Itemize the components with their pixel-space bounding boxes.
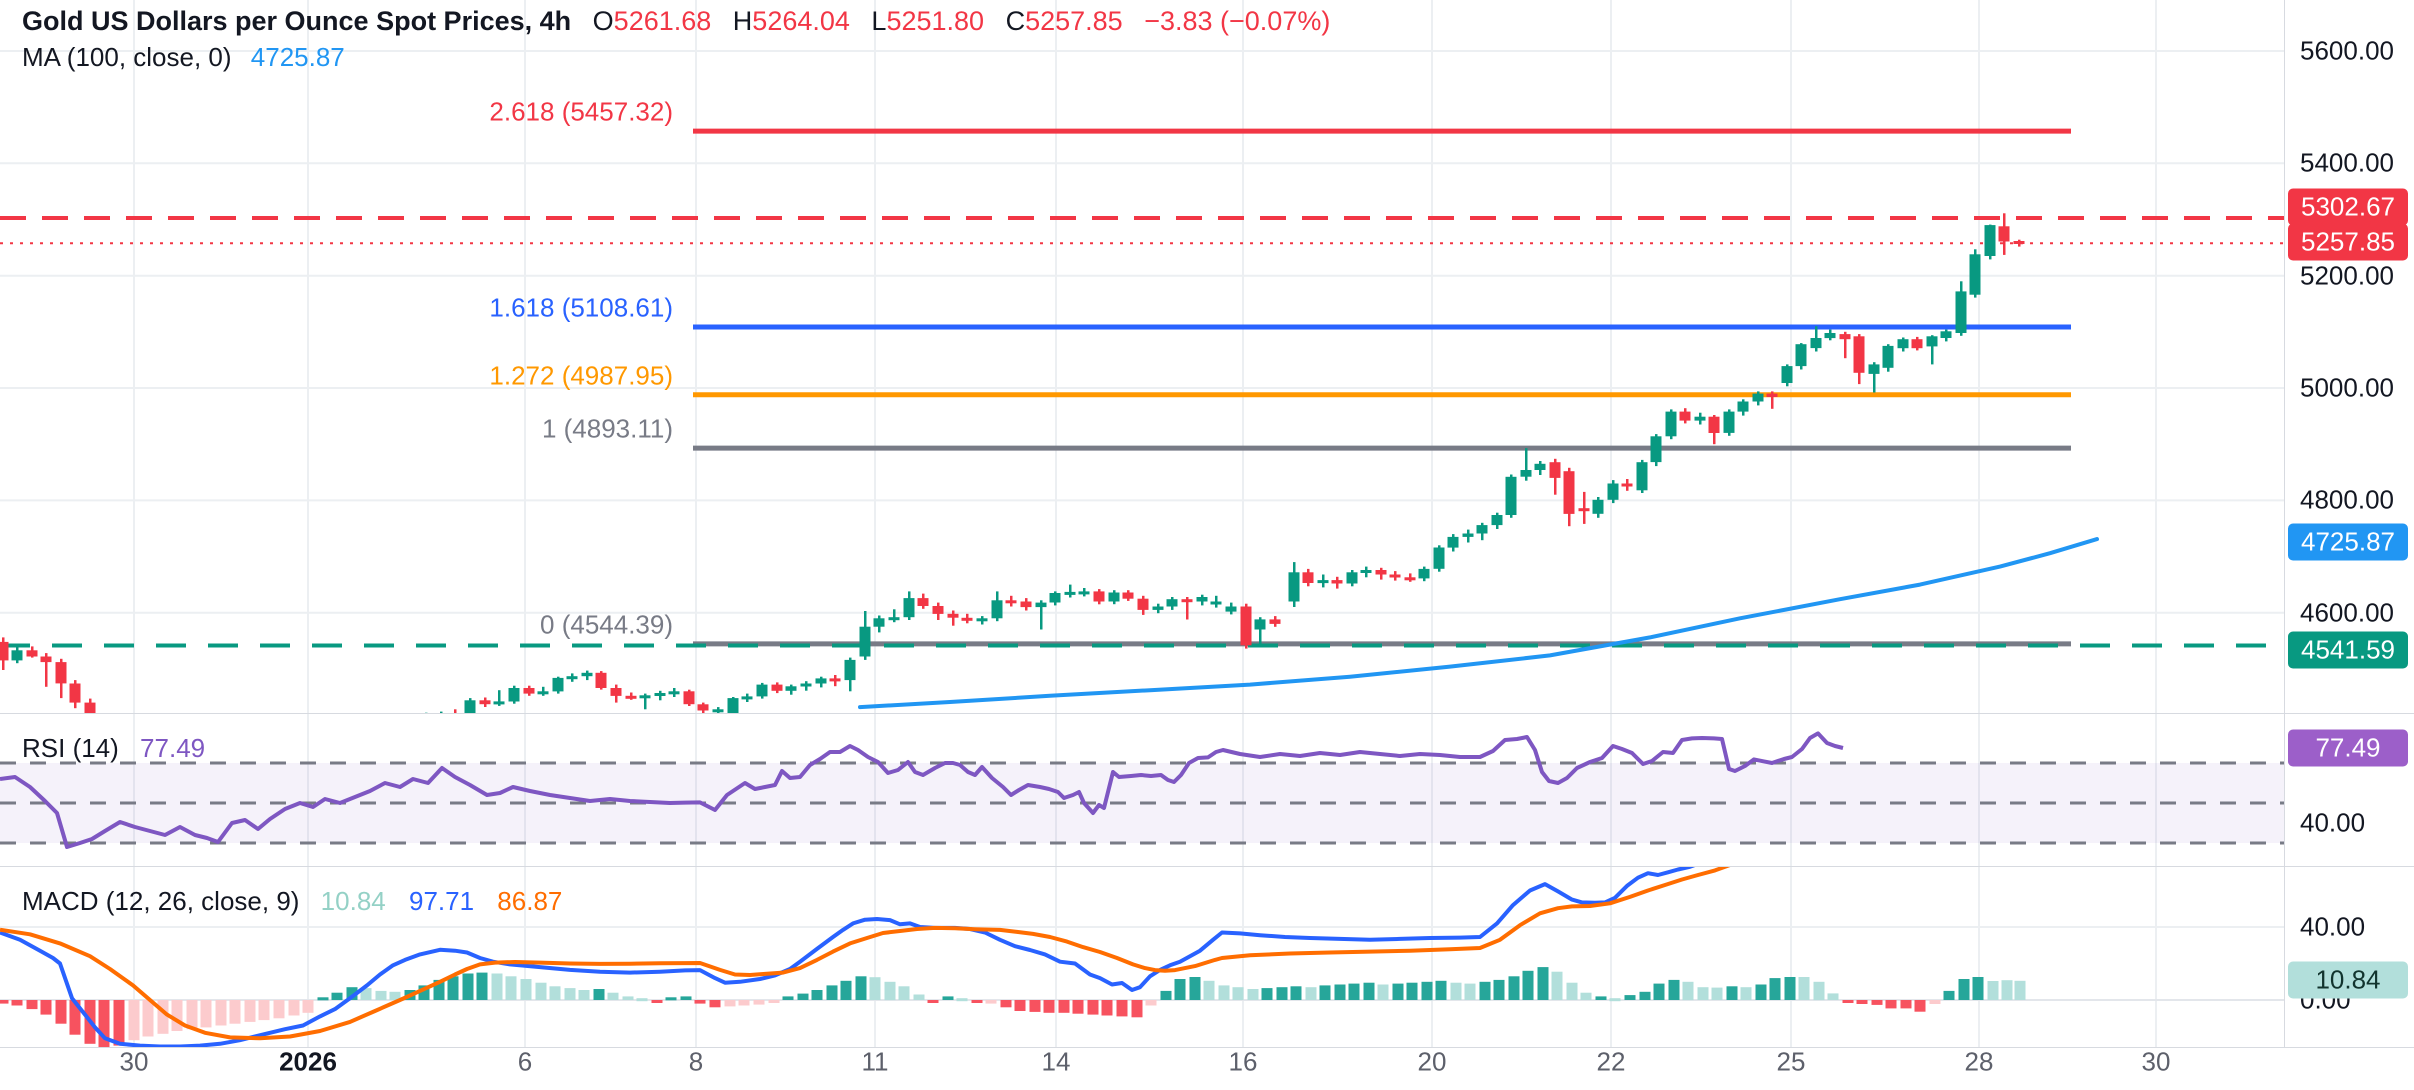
time-label-11: 11	[861, 1046, 889, 1077]
macd-label: MACD (12, 26, close, 9)	[22, 886, 300, 916]
time-label-14: 14	[1041, 1046, 1071, 1077]
macd-tick-40.00: 40.00	[2300, 911, 2366, 942]
price-tick-5200.00: 5200.00	[2300, 260, 2394, 291]
support-line-badge: 4541.59	[2288, 631, 2408, 669]
ma-value-badge: 4725.87	[2288, 523, 2408, 561]
macd-legend[interactable]: MACD (12, 26, close, 9) 10.84 97.71 86.8…	[22, 886, 562, 917]
rsi-legend[interactable]: RSI (14) 77.49	[22, 733, 205, 764]
open-label: O	[592, 6, 614, 36]
fib-label-1.272: 1.272 (4987.95)	[489, 360, 673, 391]
rsi-label: RSI (14)	[22, 733, 119, 763]
high-label: H	[732, 6, 753, 36]
time-label-8: 8	[688, 1046, 704, 1077]
time-label-2026: 2026	[279, 1046, 337, 1077]
time-label-6: 6	[517, 1046, 533, 1077]
rsi-tick-40.00: 40.00	[2300, 807, 2366, 838]
high-value: 5264.04	[752, 6, 850, 36]
candles-layer	[0, 213, 2025, 713]
price-tick-4800.00: 4800.00	[2300, 484, 2394, 515]
axis-separator	[2284, 0, 2285, 1047]
symbol-title: Gold US Dollars per Ounce Spot Prices, 4…	[22, 6, 572, 36]
fib-label-1: 1 (4893.11)	[541, 413, 673, 444]
time-label-22: 22	[1596, 1046, 1626, 1077]
time-label-16: 16	[1228, 1046, 1258, 1077]
price-tick-5600.00: 5600.00	[2300, 35, 2394, 66]
price-tick-5400.00: 5400.00	[2300, 147, 2394, 178]
pane-divider-rsi[interactable]	[0, 713, 2414, 714]
close-value: 5257.85	[1025, 6, 1123, 36]
last-price-badge: 5257.85	[2288, 223, 2408, 261]
macd-layer	[0, 867, 2026, 1047]
fib-label-0: 0 (4544.39)	[540, 609, 673, 640]
fib-label-1.618: 1.618 (5108.61)	[489, 292, 673, 323]
time-axis-border	[0, 1047, 2414, 1048]
alert-price-badge: 5302.67	[2288, 188, 2408, 226]
macd-hist-badge: 10.84	[2288, 961, 2408, 999]
open-value: 5261.68	[613, 6, 712, 36]
macd-line-value: 97.71	[408, 886, 475, 916]
ma-label: MA (100, close, 0)	[22, 42, 232, 72]
time-label-30: 30	[2141, 1046, 2171, 1077]
time-label-28: 28	[1964, 1046, 1994, 1077]
macd-signal-value: 86.87	[497, 886, 563, 916]
rsi-value: 77.49	[140, 733, 206, 763]
price-tick-4600.00: 4600.00	[2300, 597, 2394, 628]
time-label-20: 20	[1417, 1046, 1447, 1077]
pane-divider-macd[interactable]	[0, 866, 2414, 867]
low-label: L	[871, 6, 887, 36]
rsi-value-badge: 77.49	[2288, 729, 2408, 767]
fib-label-2.618: 2.618 (5457.32)	[489, 96, 673, 127]
time-label-25: 25	[1776, 1046, 1806, 1077]
ma-legend[interactable]: MA (100, close, 0) 4725.87	[22, 42, 345, 73]
close-label: C	[1005, 6, 1026, 36]
ma-value: 4725.87	[250, 42, 345, 72]
macd-hist-value: 10.84	[320, 886, 386, 916]
price-tick-5000.00: 5000.00	[2300, 372, 2394, 403]
symbol-legend[interactable]: Gold US Dollars per Ounce Spot Prices, 4…	[22, 6, 1330, 37]
change-value: −3.83 (−0.07%)	[1144, 6, 1331, 36]
low-value: 5251.80	[886, 6, 985, 36]
time-label-30: 30	[119, 1046, 149, 1077]
